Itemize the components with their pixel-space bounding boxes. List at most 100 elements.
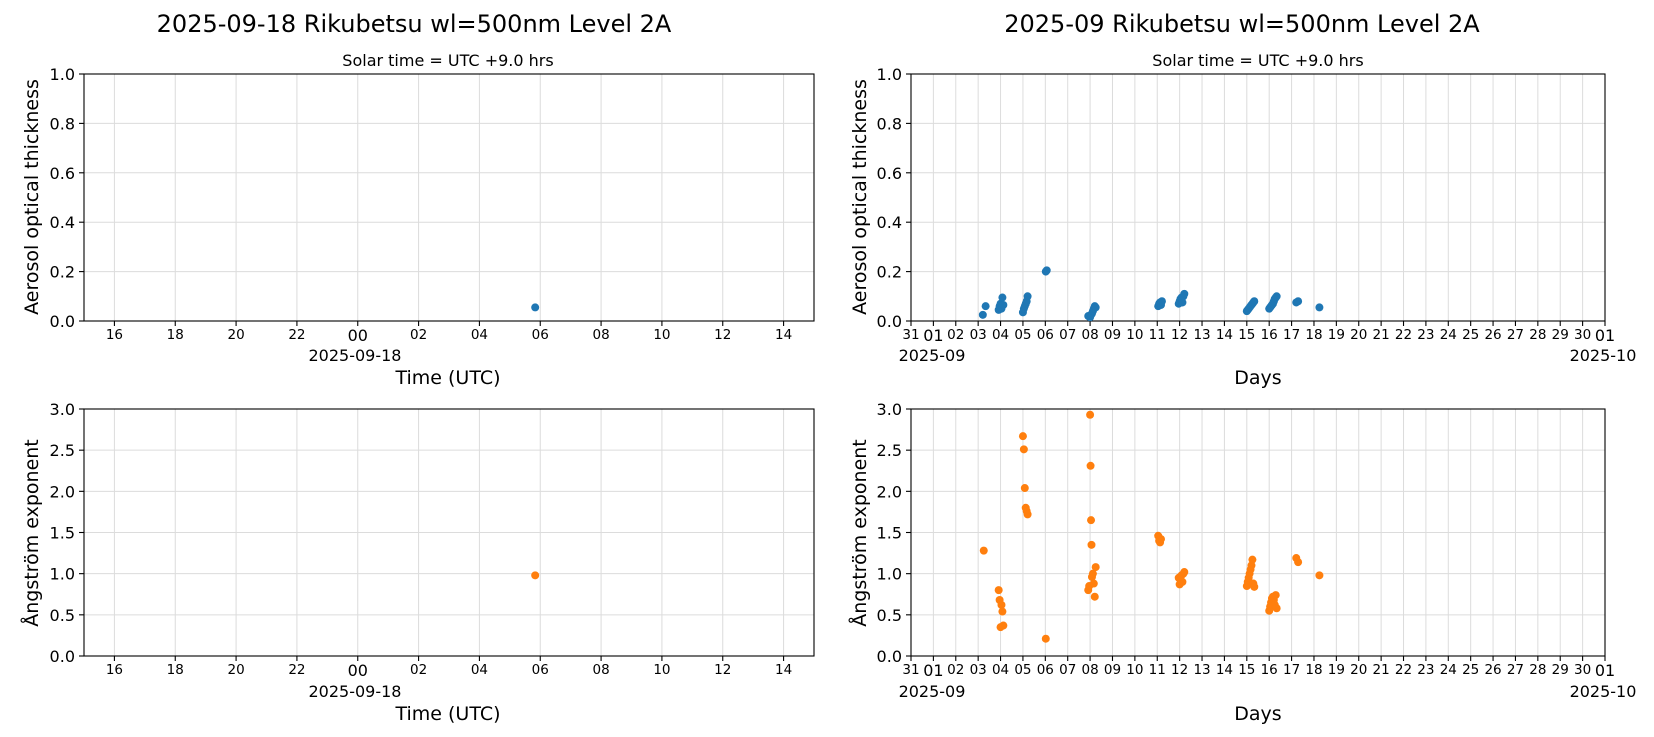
daily-angstrom-ylabel: Ångström exponent bbox=[20, 439, 43, 627]
x-tick-label: 11 bbox=[1149, 327, 1166, 343]
y-tick-label: 1.5 bbox=[50, 524, 75, 543]
data-point bbox=[1250, 297, 1259, 306]
x-tick-label: 06 bbox=[1037, 662, 1054, 678]
y-tick-label: 2.0 bbox=[877, 482, 902, 501]
x-tick-label: 16 bbox=[106, 327, 123, 343]
x-tick-label: 23 bbox=[1417, 662, 1434, 678]
data-point bbox=[1294, 558, 1303, 567]
x-tick-label: 08 bbox=[592, 327, 609, 343]
monthly-angstrom-ylabel: Ångström exponent bbox=[848, 439, 871, 627]
x-tick-label: 04 bbox=[992, 327, 1009, 343]
data-point bbox=[1088, 569, 1097, 578]
data-point bbox=[1248, 555, 1257, 564]
data-point bbox=[1019, 445, 1028, 454]
daily-suptitle: 2025-09-18 Rikubetsu wl=500nm Level 2A bbox=[157, 10, 672, 38]
y-tick-label: 1.5 bbox=[877, 524, 902, 543]
x-tick-label: 25 bbox=[1462, 327, 1479, 343]
data-point bbox=[1086, 461, 1095, 470]
x-tick-label: 18 bbox=[167, 327, 184, 343]
x-tick-label: 05 bbox=[1014, 662, 1031, 678]
x-tick-label: 13 bbox=[1193, 662, 1210, 678]
monthly-angstrom-start-label: 2025-09 bbox=[899, 682, 966, 701]
x-tick-label: 20 bbox=[1350, 662, 1367, 678]
x-tick-label: 20 bbox=[1350, 327, 1367, 343]
monthly-suptitle: 2025-09 Rikubetsu wl=500nm Level 2A bbox=[1004, 10, 1480, 38]
data-point bbox=[1090, 592, 1099, 601]
x-tick-label: 29 bbox=[1552, 662, 1569, 678]
data-point bbox=[1156, 535, 1165, 544]
x-tick-label: 06 bbox=[1037, 327, 1054, 343]
x-tick-label: 05 bbox=[1014, 327, 1031, 343]
y-tick-label: 0.4 bbox=[50, 213, 75, 232]
data-point bbox=[1087, 540, 1096, 549]
data-point bbox=[1294, 297, 1303, 306]
data-point bbox=[531, 303, 540, 312]
x-tick-label: 15 bbox=[1238, 662, 1255, 678]
x-tick-label: 27 bbox=[1507, 327, 1524, 343]
x-tick-label: 07 bbox=[1059, 662, 1076, 678]
y-tick-label: 0.6 bbox=[50, 164, 75, 183]
x-tick-label: 02 bbox=[410, 327, 427, 343]
x-tick-label: 30 bbox=[1574, 327, 1591, 343]
x-tick-label: 06 bbox=[532, 327, 549, 343]
x-tick-label: 14 bbox=[1216, 662, 1233, 678]
x-tick-label: 16 bbox=[1261, 662, 1278, 678]
x-tick-label: 01 bbox=[1595, 661, 1615, 680]
y-tick-label: 0.8 bbox=[50, 114, 75, 133]
x-tick-label: 31 bbox=[902, 327, 919, 343]
x-tick-label: 22 bbox=[288, 327, 305, 343]
monthly-aot-plot: 0.00.20.40.60.81.031 01 02 03 04 05 06 07 08 09 10… bbox=[877, 65, 1616, 345]
y-tick-label: 3.0 bbox=[877, 400, 902, 419]
x-tick-label: 21 bbox=[1373, 662, 1390, 678]
y-tick-label: 1.0 bbox=[50, 565, 75, 584]
data-point bbox=[1020, 484, 1029, 493]
data-point bbox=[531, 571, 540, 580]
x-tick-label: 16 bbox=[106, 662, 123, 678]
x-tick-label: 02 bbox=[410, 662, 427, 678]
x-tick-label: 17 bbox=[1283, 327, 1300, 343]
y-tick-label: 0.0 bbox=[877, 647, 902, 666]
x-tick-label: 28 bbox=[1529, 662, 1546, 678]
x-tick-label: 03 bbox=[970, 662, 987, 678]
monthly-angstrom-end-label: 2025-10 bbox=[1570, 682, 1637, 701]
x-tick-label: 08 bbox=[592, 662, 609, 678]
x-tick-label: 14 bbox=[775, 327, 792, 343]
x-tick-label: 12 bbox=[1171, 662, 1188, 678]
x-tick-label: 25 bbox=[1462, 662, 1479, 678]
y-tick-label: 0.2 bbox=[877, 263, 902, 282]
data-point bbox=[1178, 577, 1187, 586]
data-point bbox=[1091, 303, 1100, 312]
plot-frame bbox=[83, 73, 815, 322]
x-tick-label: 24 bbox=[1440, 327, 1457, 343]
x-tick-label: 01 bbox=[1595, 326, 1615, 345]
daily-angstrom-xlabel: Time (UTC) bbox=[394, 703, 500, 725]
data-point bbox=[979, 546, 988, 555]
x-tick-label: 10 bbox=[1126, 662, 1143, 678]
data-point bbox=[1087, 516, 1096, 525]
y-tick-label: 0.0 bbox=[50, 312, 75, 331]
data-point bbox=[1180, 289, 1189, 298]
y-tick-label: 0.2 bbox=[50, 263, 75, 282]
y-tick-label: 0.6 bbox=[877, 164, 902, 183]
data-point bbox=[1023, 510, 1032, 519]
x-tick-label: 14 bbox=[1216, 327, 1233, 343]
data-point bbox=[1315, 571, 1324, 580]
x-tick-label: 09 bbox=[1104, 662, 1121, 678]
x-tick-label: 06 bbox=[532, 662, 549, 678]
x-tick-label: 19 bbox=[1328, 327, 1345, 343]
x-tick-label: 02 bbox=[947, 327, 964, 343]
x-tick-label: 10 bbox=[653, 327, 670, 343]
x-tick-label: 24 bbox=[1440, 662, 1457, 678]
data-point bbox=[978, 310, 987, 319]
x-tick-label: 01 bbox=[923, 661, 943, 680]
x-tick-label: 04 bbox=[992, 662, 1009, 678]
data-point bbox=[1041, 634, 1050, 643]
x-tick-label: 28 bbox=[1529, 327, 1546, 343]
y-tick-label: 2.5 bbox=[877, 441, 902, 460]
x-tick-label: 10 bbox=[653, 662, 670, 678]
x-tick-label: 27 bbox=[1507, 662, 1524, 678]
x-tick-label: 03 bbox=[970, 327, 987, 343]
data-point bbox=[1089, 579, 1098, 588]
x-tick-label: 00 bbox=[348, 326, 368, 345]
y-tick-label: 0.0 bbox=[877, 312, 902, 331]
